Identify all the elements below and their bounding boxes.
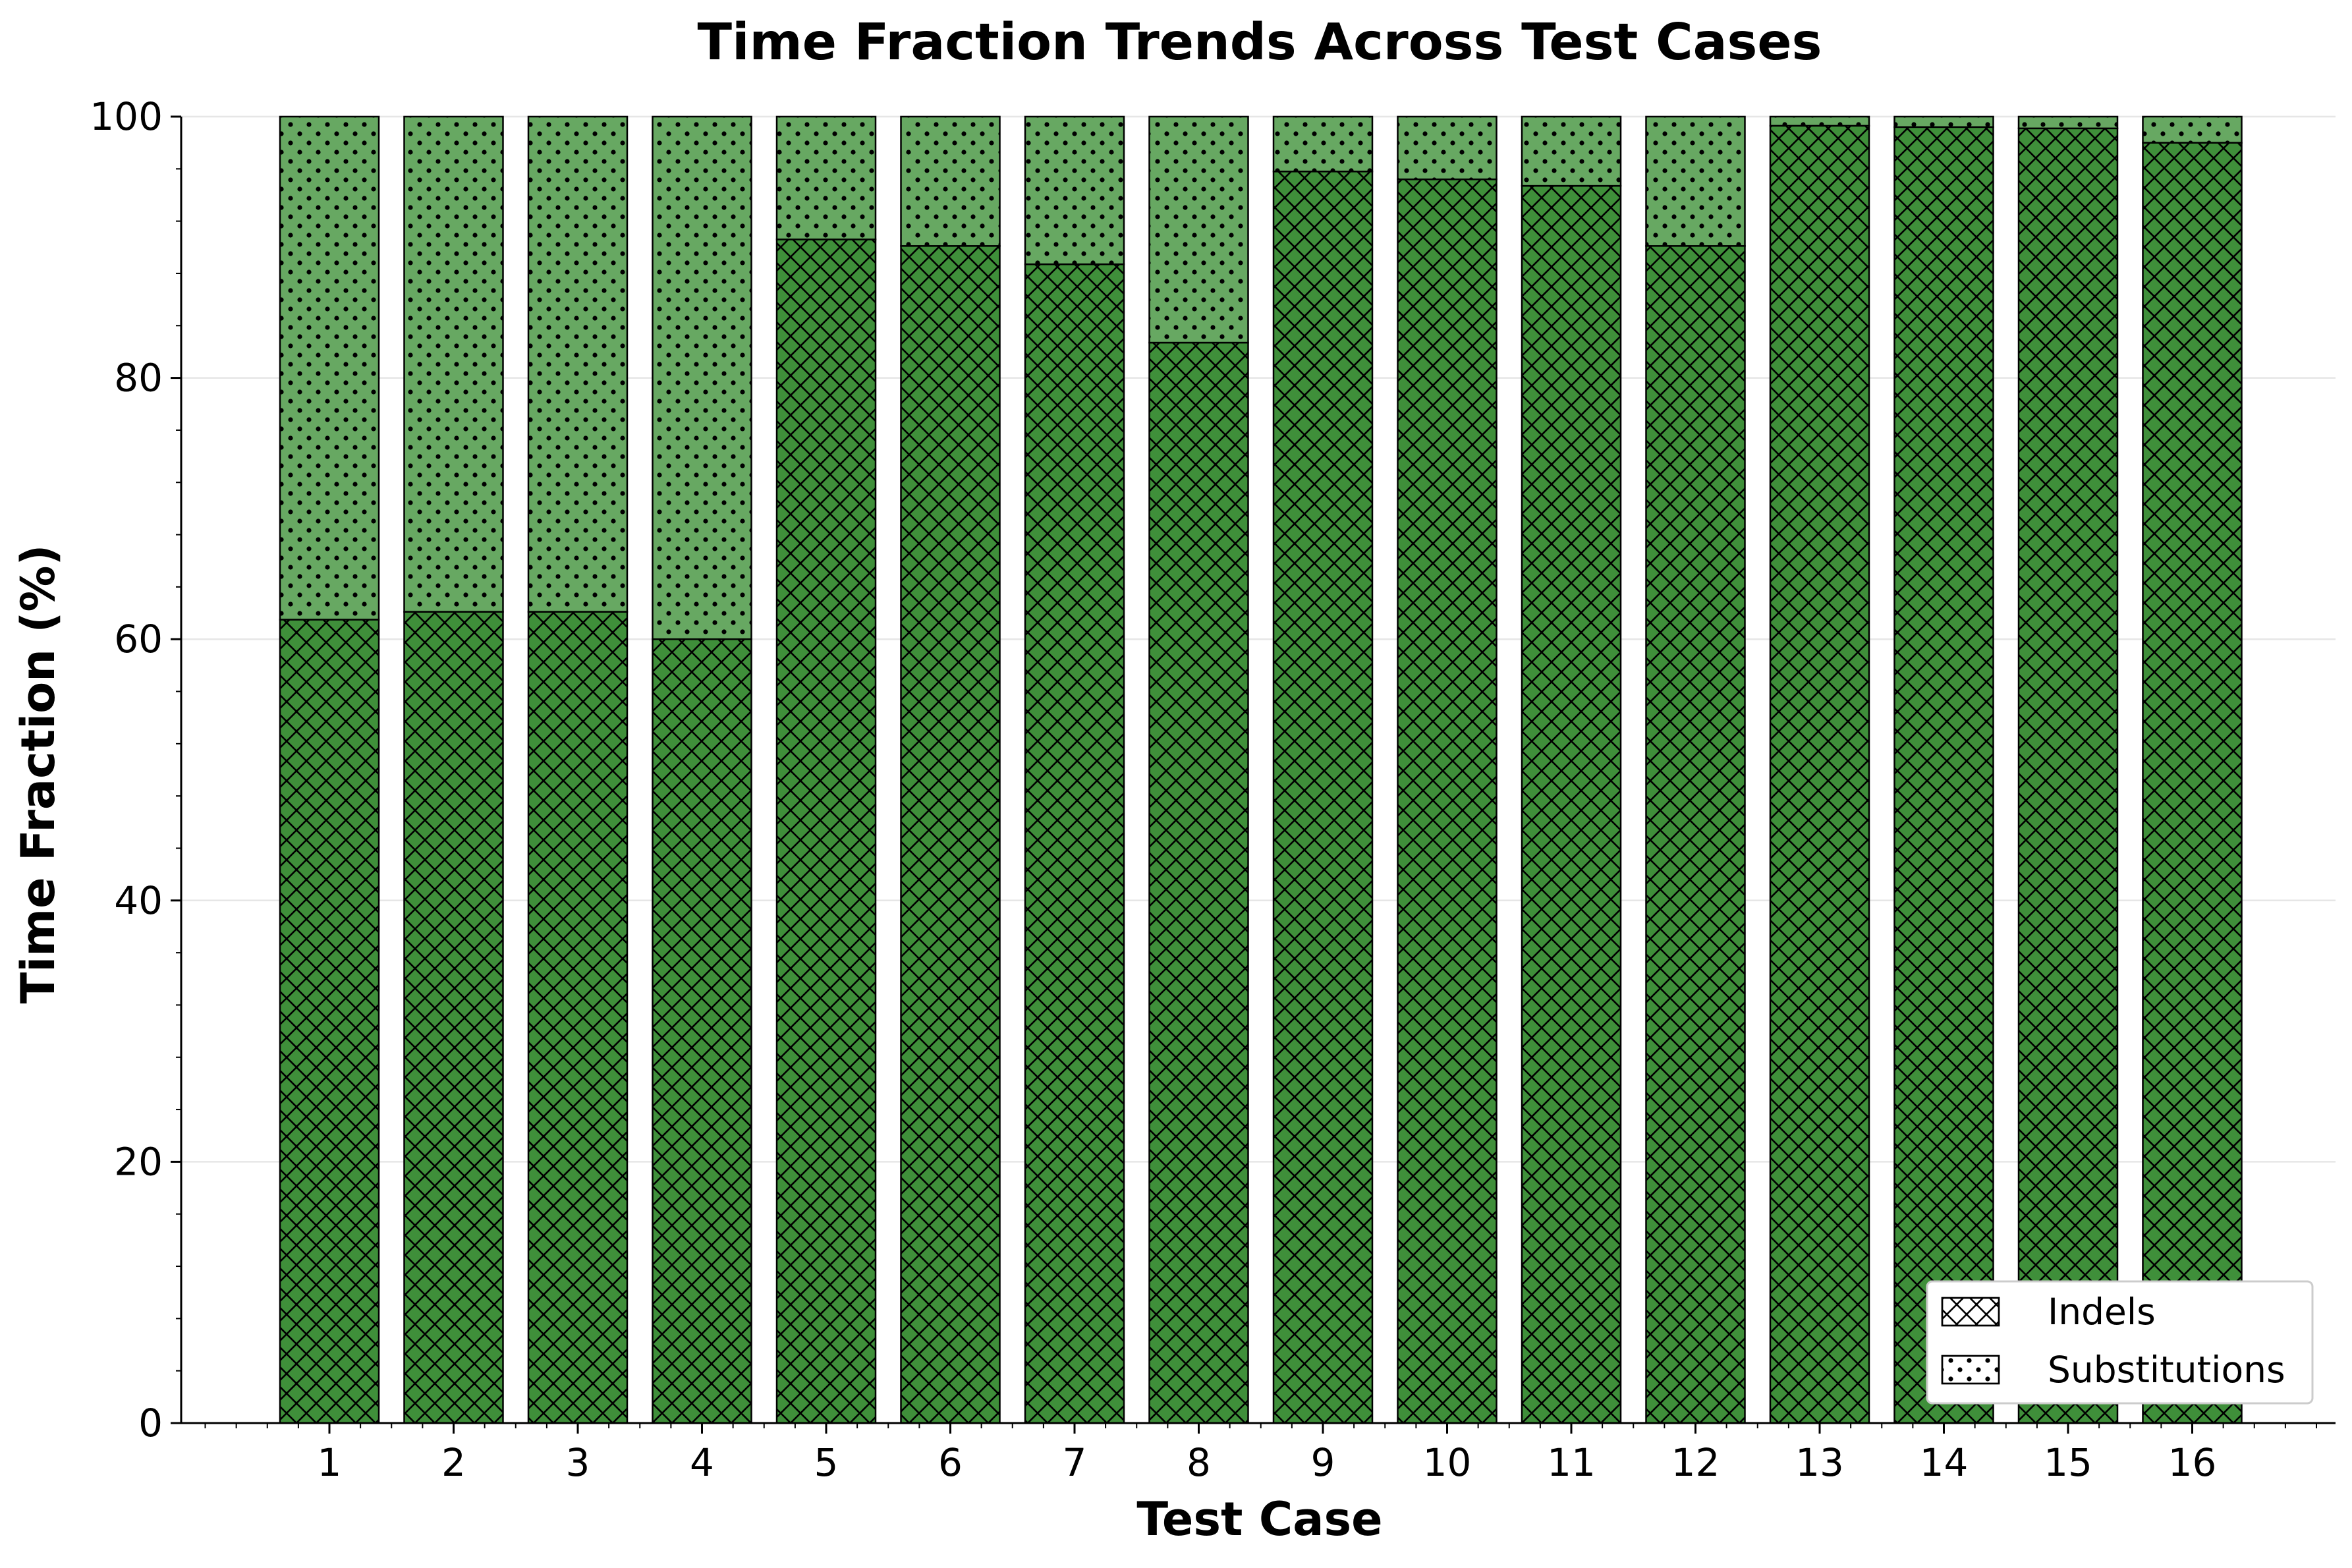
bar-group-13	[1769, 115, 1870, 1424]
bar-hatch-substitutions-8	[1148, 115, 1249, 344]
bar-hatch-indels-15	[2017, 127, 2119, 1424]
legend-item-substitutions: Substitutions	[1941, 1349, 2285, 1391]
bar-hatch-indels-2	[403, 611, 504, 1424]
legend-swatch-substitutions-hatch	[1941, 1355, 2000, 1385]
bar-group-3	[527, 115, 629, 1424]
bar-hatch-indels-1	[279, 619, 380, 1424]
bar-group-16	[2142, 115, 2243, 1424]
x-tick-label: 1	[318, 1440, 342, 1485]
axes	[171, 115, 2336, 1434]
bar-group-12	[1645, 115, 1746, 1424]
legend-item-indels: Indels	[1941, 1291, 2156, 1333]
x-tick-label: 14	[1920, 1440, 1969, 1485]
x-tick-label: 5	[814, 1440, 839, 1485]
bar-hatch-indels-12	[1645, 245, 1746, 1424]
x-axis-label: Test Case	[1136, 1492, 1382, 1546]
bar-hatch-substitutions-15	[2017, 115, 2119, 130]
bar-group-14	[1893, 115, 1994, 1424]
y-tick-label: 40	[114, 878, 163, 923]
bar-hatch-substitutions-6	[900, 115, 1001, 247]
y-tick-label: 0	[138, 1401, 163, 1445]
legend-label-indels: Indels	[2048, 1291, 2156, 1333]
legend-swatch-indels-hatch	[1941, 1297, 2000, 1327]
bar-hatch-substitutions-13	[1769, 115, 1870, 127]
bar-hatch-indels-9	[1272, 171, 1374, 1424]
x-tick-label: 2	[441, 1440, 466, 1485]
legend-label-substitutions: Substitutions	[2048, 1349, 2285, 1391]
bar-hatch-indels-5	[775, 238, 877, 1424]
bar-hatch-indels-3	[527, 611, 629, 1424]
bar-group-4	[652, 115, 752, 1424]
bar-hatch-indels-14	[1893, 126, 1994, 1424]
legend: Indels Substitutions	[1926, 1280, 2314, 1405]
bar-group-1	[279, 115, 380, 1424]
bar-hatch-substitutions-11	[1521, 115, 1622, 187]
y-tick-label: 20	[114, 1139, 163, 1184]
bar-hatch-substitutions-2	[403, 115, 504, 613]
bar-hatch-indels-4	[652, 638, 752, 1424]
bar-hatch-indels-8	[1148, 341, 1249, 1424]
bar-hatch-substitutions-1	[279, 115, 380, 621]
x-tick-label: 11	[1547, 1440, 1596, 1485]
bar-group-15	[2017, 115, 2119, 1424]
bar-hatch-indels-16	[2142, 142, 2243, 1424]
y-axis-label: Time Fraction (%)	[11, 545, 65, 1004]
x-tick-label: 12	[1671, 1440, 1720, 1485]
bar-group-2	[403, 115, 504, 1424]
x-tick-label: 10	[1423, 1440, 1472, 1485]
x-tick-label: 4	[690, 1440, 714, 1485]
x-tick-label: 8	[1187, 1440, 1211, 1485]
y-tick-label: 60	[114, 617, 163, 661]
x-tick-label: 9	[1311, 1440, 1335, 1485]
bar-hatch-substitutions-16	[2142, 115, 2243, 144]
bar-group-6	[900, 115, 1001, 1424]
x-tick-label: 15	[2044, 1440, 2092, 1485]
legend-box	[1926, 1280, 2314, 1405]
bar-hatch-indels-11	[1521, 184, 1622, 1424]
bar-group-7	[1024, 115, 1125, 1424]
bar-hatch-substitutions-7	[1024, 115, 1125, 266]
bar-group-5	[775, 115, 877, 1424]
bar-group-9	[1272, 115, 1374, 1424]
bars	[279, 115, 2243, 1424]
bar-group-11	[1521, 115, 1622, 1424]
chart-title: Time Fraction Trends Across Test Cases	[698, 13, 1822, 72]
bar-hatch-substitutions-9	[1272, 115, 1374, 173]
gridlines	[181, 115, 2336, 1424]
bar-hatch-substitutions-5	[775, 115, 877, 240]
bar-hatch-substitutions-14	[1893, 115, 1994, 128]
x-tick-label: 16	[2168, 1440, 2217, 1485]
bar-hatch-indels-13	[1769, 125, 1870, 1424]
x-tick-label: 6	[938, 1440, 963, 1485]
bar-hatch-substitutions-4	[652, 115, 752, 640]
bar-group-10	[1397, 115, 1498, 1424]
bar-hatch-substitutions-3	[527, 115, 629, 613]
bar-hatch-substitutions-10	[1397, 115, 1498, 181]
x-tick-label: 13	[1795, 1440, 1844, 1485]
bar-hatch-substitutions-12	[1645, 115, 1746, 247]
x-tick-label: 7	[1063, 1440, 1087, 1485]
x-tick-label: 3	[566, 1440, 590, 1485]
y-tick-label: 100	[90, 94, 163, 139]
y-tick-label: 80	[114, 356, 163, 401]
bar-hatch-indels-7	[1024, 263, 1125, 1424]
bar-hatch-indels-6	[900, 245, 1001, 1424]
bar-hatch-indels-10	[1397, 178, 1498, 1424]
bar-group-8	[1148, 115, 1249, 1424]
